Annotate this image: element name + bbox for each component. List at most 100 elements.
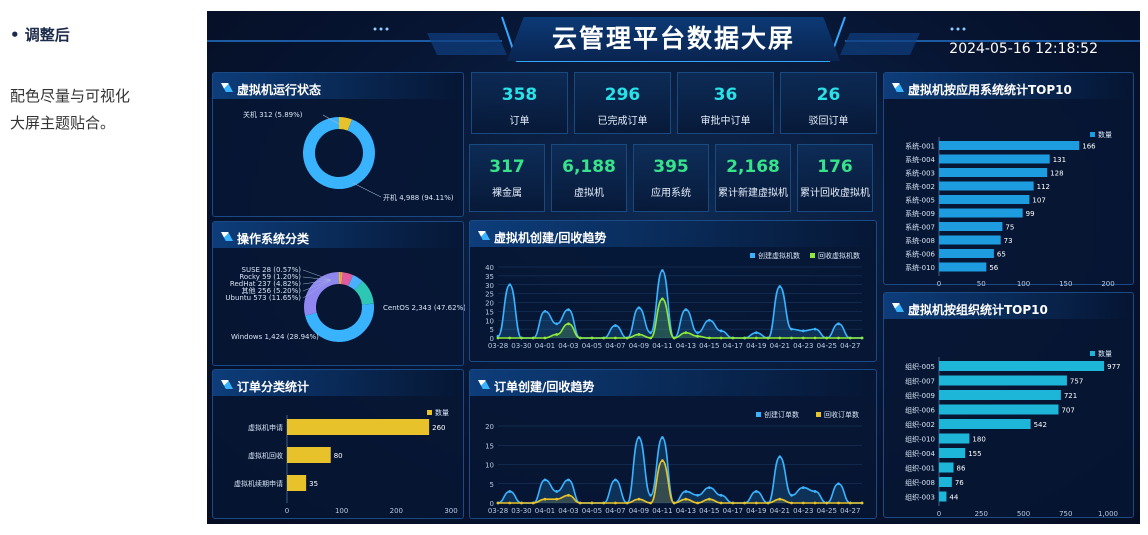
tick-label: 04-09 [629, 507, 649, 515]
tick-label: 30 [485, 282, 494, 290]
category-label: 组织-007 [905, 377, 935, 386]
data-point [660, 459, 664, 463]
label-leader [322, 114, 340, 125]
bar [939, 477, 952, 487]
tick-label: 04-15 [699, 342, 719, 350]
label-leader [302, 279, 332, 292]
donut-slice [341, 272, 354, 287]
stat-tile: 2,168 累计新建虚拟机 [715, 144, 791, 212]
tick-label: 04-17 [723, 507, 743, 515]
data-point [790, 501, 793, 505]
tick-label: 04-15 [699, 507, 719, 515]
header-datetime: 2024-05-16 12:18:52 [949, 41, 1098, 57]
data-point [754, 336, 758, 340]
category-label: 组织-008 [905, 478, 935, 487]
data-point [696, 493, 700, 497]
data-point [707, 318, 711, 322]
panel-order-type: 订单分类统计 数量 虚拟机申请 260 虚拟机回收 80 虚拟机续期申请 35 0 100 200… [212, 369, 464, 519]
data-point [567, 493, 570, 497]
data-point [672, 501, 676, 505]
data-point [684, 308, 688, 311]
bar [287, 419, 430, 435]
data-point [813, 327, 817, 331]
tick-label: 10 [485, 317, 494, 325]
data-point [543, 478, 547, 482]
value-label: 155 [968, 450, 981, 458]
tick-label: 0 [937, 280, 941, 286]
tick-label: 04-01 [535, 507, 555, 515]
legend-label: 回收订单数 [824, 410, 859, 419]
data-point [719, 493, 723, 497]
tick-label: 04-25 [817, 342, 837, 350]
panel-title-icon [478, 231, 490, 240]
category-label: 组织-006 [905, 406, 935, 415]
category-label: 组织-001 [905, 464, 935, 473]
data-point [837, 322, 840, 326]
bar [939, 168, 1048, 177]
category-label: 虚拟机回收 [248, 451, 283, 460]
category-label: 虚拟机申请 [248, 423, 283, 432]
tick-label: 03-28 [488, 507, 508, 515]
legend-label: 创建虚拟机数 [758, 251, 800, 260]
data-point [543, 336, 547, 340]
data-point [649, 501, 653, 505]
tick-label: 04-17 [723, 342, 743, 350]
tick-label: 04-21 [770, 342, 790, 350]
category-label: 系统-001 [905, 142, 935, 151]
data-point [848, 501, 852, 505]
bar [939, 462, 954, 473]
value-label: 707 [1061, 407, 1074, 415]
value-label: 73 [1004, 237, 1013, 245]
data-point [707, 336, 711, 340]
tick-label: 04-23 [793, 507, 813, 515]
bar [939, 404, 1059, 415]
bar [939, 222, 1003, 231]
value-label: 35 [309, 480, 318, 488]
tick-label: 100 [335, 507, 348, 515]
data-point [837, 336, 840, 340]
bar [939, 448, 966, 458]
header-decoration [207, 16, 1140, 62]
tick-label: 750 [1059, 510, 1072, 518]
slice-label: 开机 4,988 (94.11%) [383, 193, 454, 202]
legend-swatch [750, 253, 755, 258]
tick-label: 04-07 [605, 342, 625, 350]
data-point [790, 493, 793, 497]
data-point [813, 336, 817, 340]
tick-label: 04-03 [558, 507, 578, 515]
vm-status-donut: 关机 312 (5.89%) 开机 4,988 (94.11%) [243, 110, 454, 202]
tick-label: 250 [975, 510, 988, 518]
value-label: 56 [989, 264, 998, 272]
bar [939, 433, 970, 444]
series-area [498, 437, 862, 503]
stat-label: 累计回收虚拟机 [800, 188, 870, 199]
bar [939, 419, 1031, 429]
panel-title: 订单创建/回收趋势 [494, 380, 595, 394]
stat-label: 订单 [509, 116, 530, 127]
category-label: 组织-010 [905, 435, 935, 444]
data-point [625, 336, 629, 340]
tick-label: 20 [485, 300, 494, 308]
category-label: 系统-002 [905, 182, 935, 191]
data-point [614, 336, 617, 340]
data-point [614, 501, 617, 505]
bar [939, 390, 1061, 400]
donut-slice [304, 272, 340, 316]
data-point [848, 336, 852, 340]
data-point [649, 493, 653, 497]
stat-tile: 26 驳回订单 [780, 72, 877, 134]
note-line-1: 配色尽量与可视化 [10, 87, 131, 105]
panel-os: 操作系统分类 SUSE 28 (0.57%) Rocky 59 (1.20%) Re… [212, 221, 465, 366]
legend-swatch [810, 253, 815, 258]
tick-label: 04-19 [746, 342, 766, 350]
tick-label: 15 [485, 308, 494, 316]
slice-label: CentOS 2,343 (47.62%) [383, 304, 465, 312]
stat-label: 应用系统 [651, 188, 691, 199]
stat-tile: 395 应用系统 [633, 144, 709, 212]
data-point [567, 308, 570, 311]
donut-slice [338, 117, 353, 131]
stat-label: 累计新建虚拟机 [718, 188, 788, 199]
